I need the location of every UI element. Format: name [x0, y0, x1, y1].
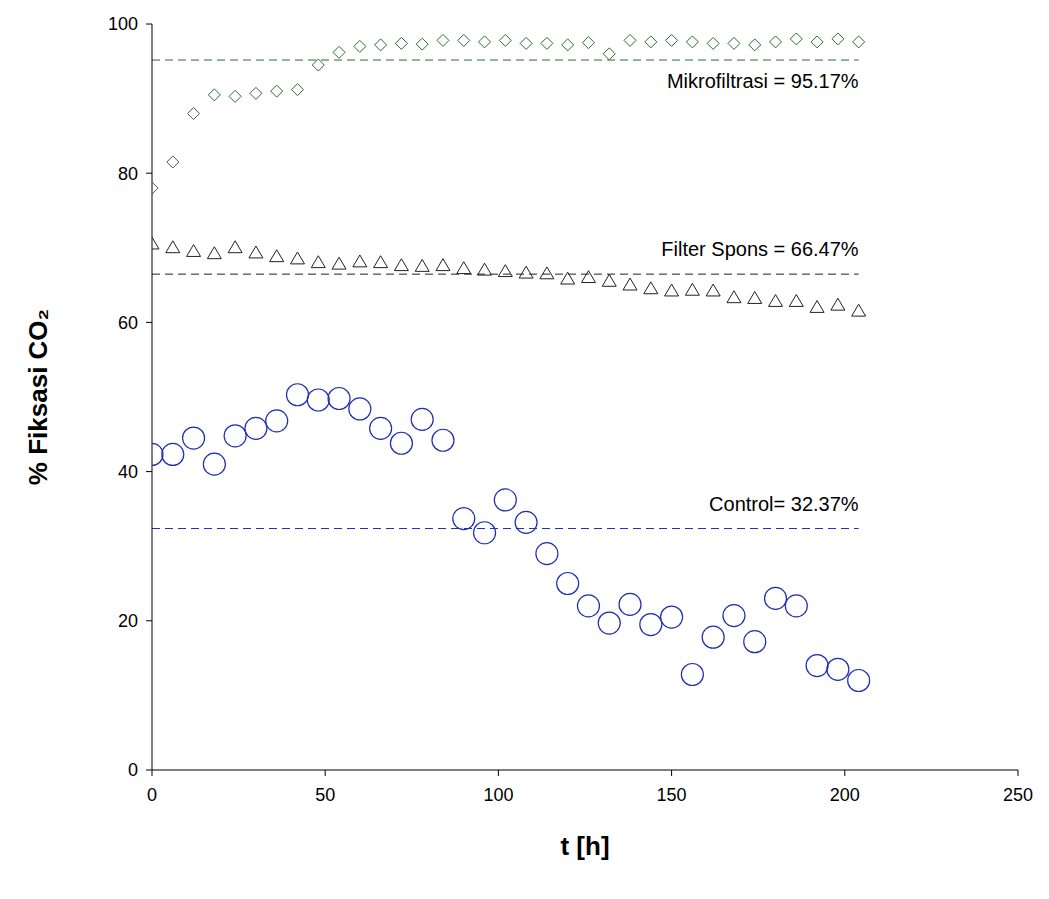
- svg-text:Control= 32.37%: Control= 32.37%: [709, 493, 859, 515]
- svg-text:50: 50: [315, 785, 335, 805]
- svg-text:0: 0: [147, 785, 157, 805]
- svg-text:100: 100: [483, 785, 513, 805]
- svg-text:t [h]: t [h]: [560, 831, 609, 861]
- svg-text:150: 150: [657, 785, 687, 805]
- svg-text:60: 60: [118, 313, 138, 333]
- svg-text:80: 80: [118, 164, 138, 184]
- svg-text:0: 0: [128, 760, 138, 780]
- svg-text:% Fiksasi CO₂: % Fiksasi CO₂: [23, 309, 53, 485]
- svg-text:200: 200: [830, 785, 860, 805]
- svg-text:20: 20: [118, 611, 138, 631]
- svg-text:40: 40: [118, 462, 138, 482]
- svg-text:Mikrofiltrasi = 95.17%: Mikrofiltrasi = 95.17%: [667, 70, 859, 92]
- svg-text:250: 250: [1003, 785, 1033, 805]
- svg-text:Filter Spons = 66.47%: Filter Spons = 66.47%: [661, 238, 859, 260]
- svg-text:100: 100: [108, 14, 138, 34]
